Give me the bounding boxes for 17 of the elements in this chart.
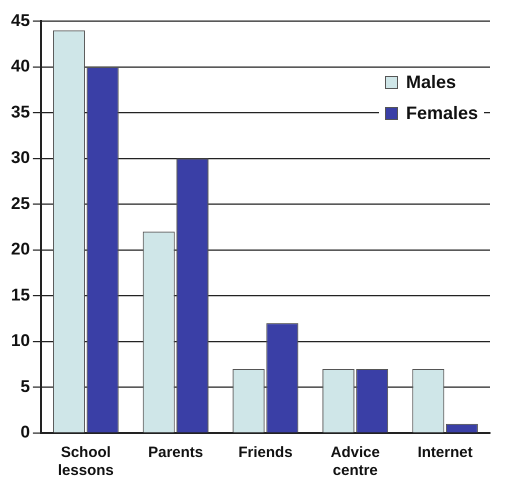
y-tick-label: 25 xyxy=(10,194,30,213)
y-tick-label: 5 xyxy=(20,376,30,396)
x-tick-label: Friends xyxy=(238,444,293,462)
y-tick-label: 15 xyxy=(10,285,30,304)
y-tick-label: 0 xyxy=(20,422,30,442)
legend-label: Females xyxy=(406,103,478,124)
x-tick-label: Parents xyxy=(148,444,204,462)
y-tick-label: 40 xyxy=(10,56,30,76)
x-tick-label: Internet xyxy=(418,444,473,462)
x-tick-label: Advice centre xyxy=(330,444,380,480)
legend-label: Males xyxy=(406,72,456,93)
x-tick-label: School lessons xyxy=(58,444,114,480)
y-tick-label: 45 xyxy=(10,10,30,30)
y-tick-label: 20 xyxy=(10,240,30,259)
y-tick-label: 35 xyxy=(10,102,30,122)
y-tick-label: 30 xyxy=(10,148,30,168)
y-tick-label: 10 xyxy=(10,331,30,350)
